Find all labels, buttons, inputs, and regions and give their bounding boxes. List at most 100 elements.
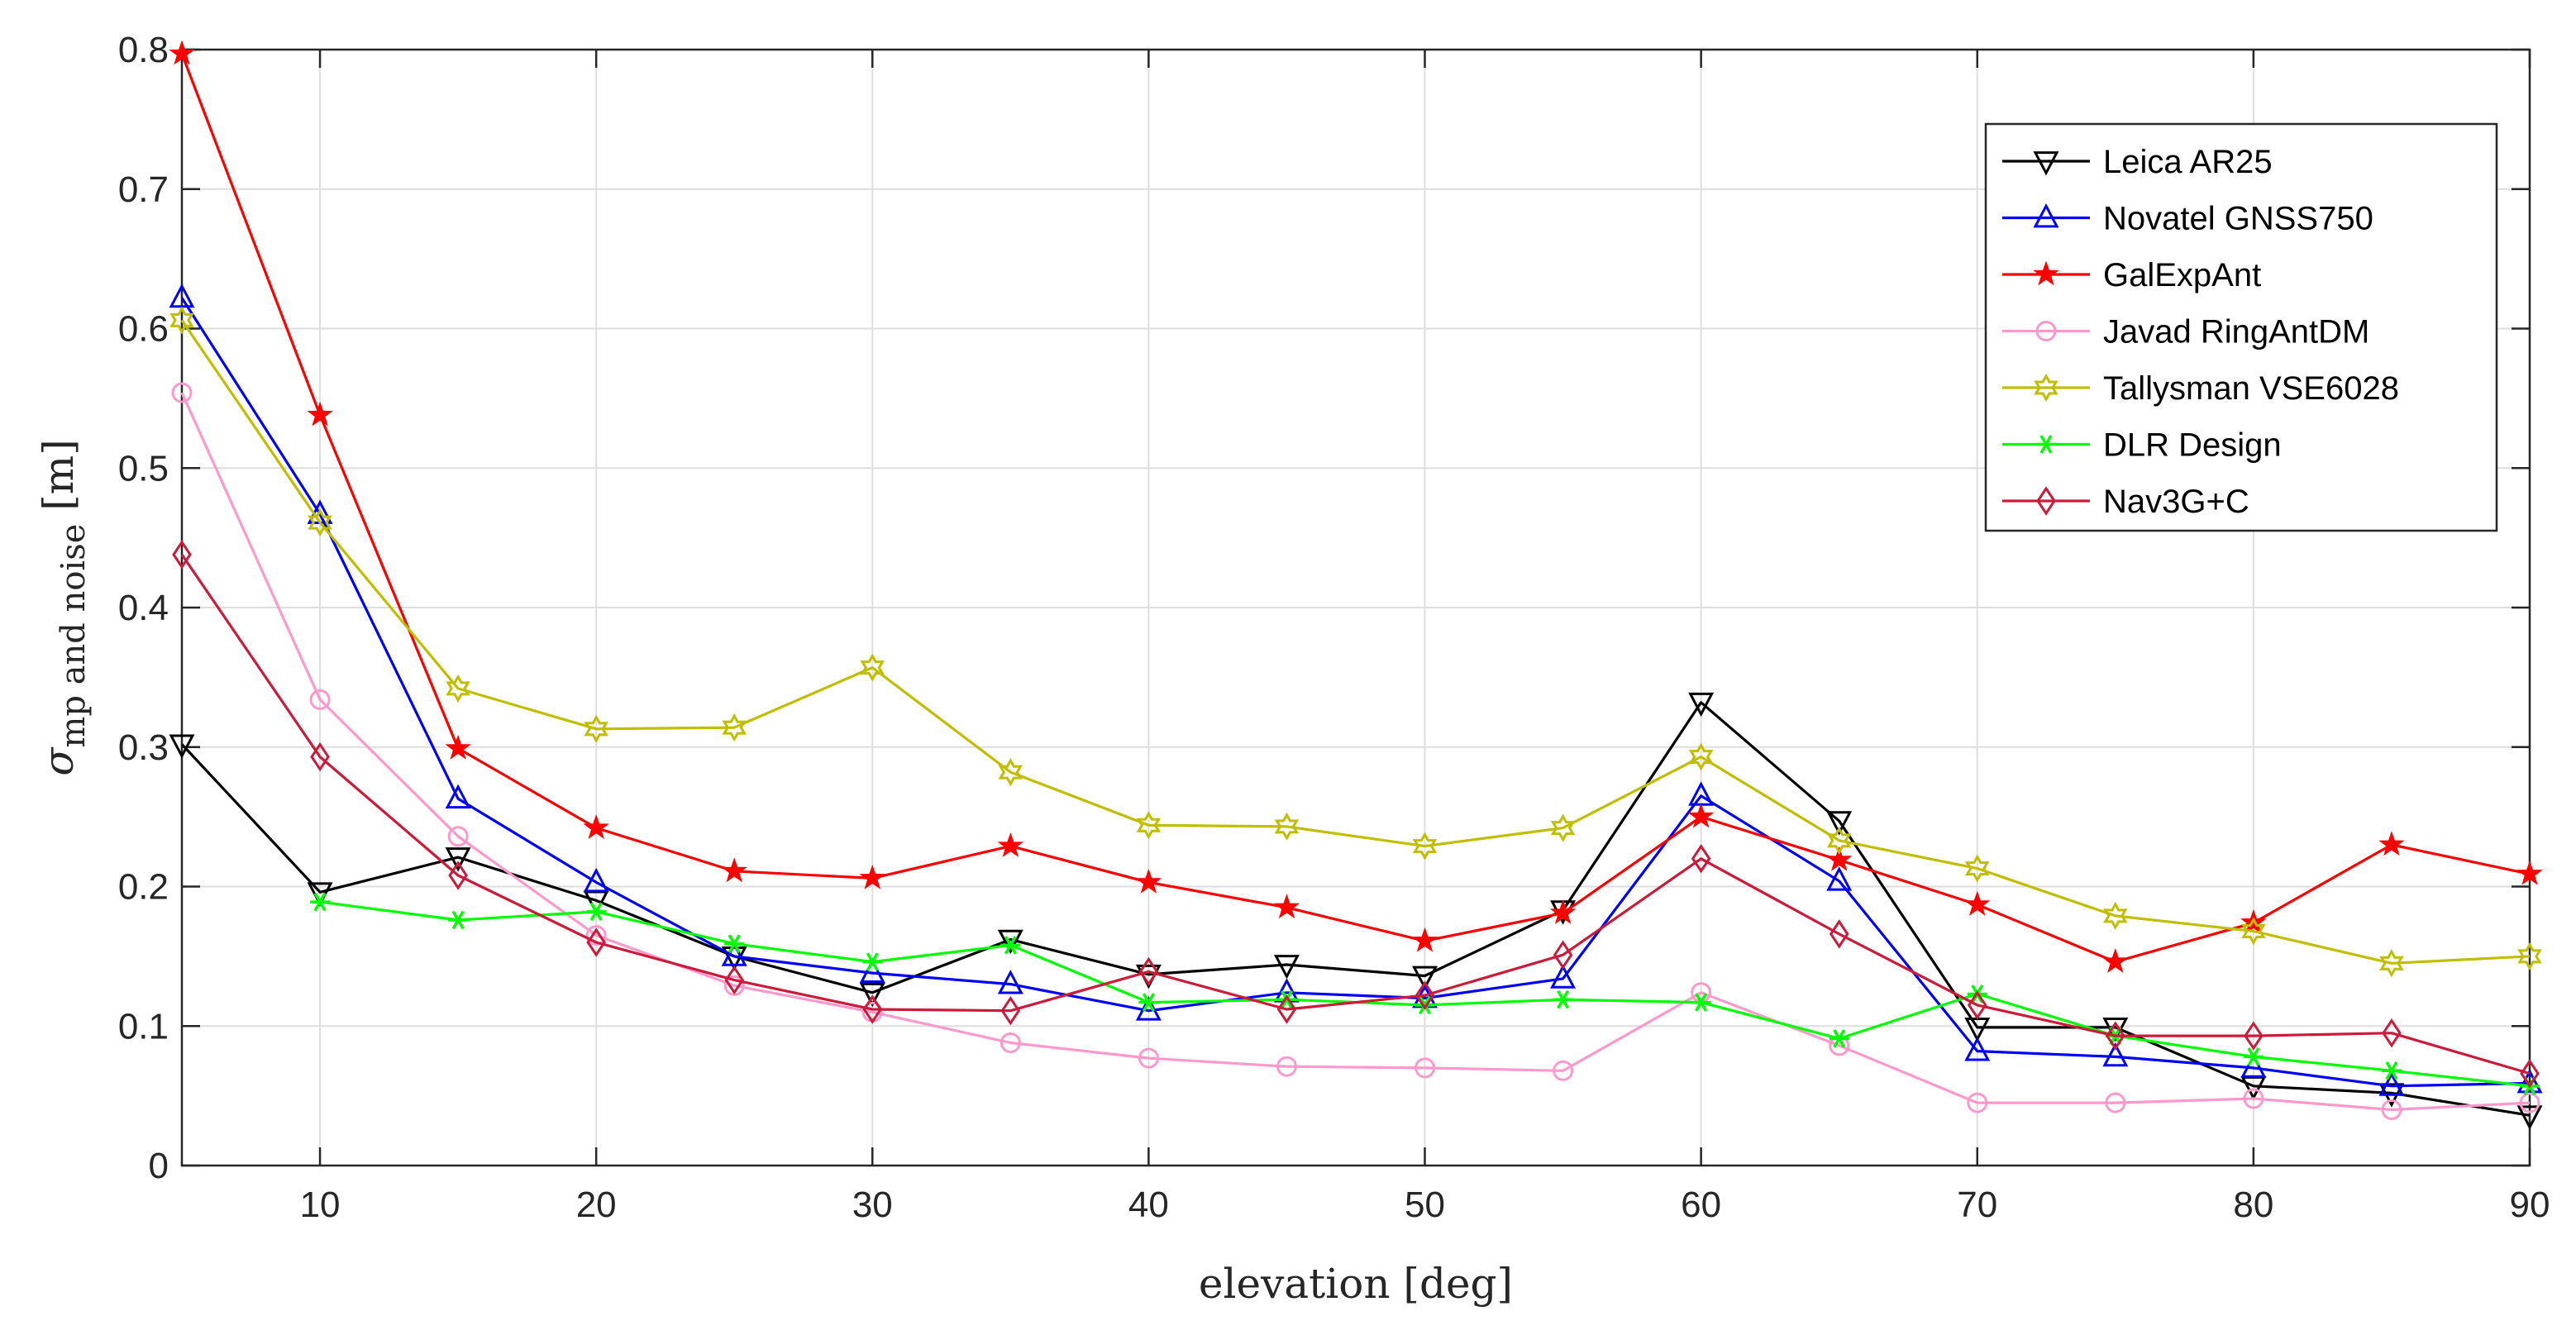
data-point xyxy=(1550,964,1577,989)
data-point xyxy=(2519,1092,2540,1113)
data-point xyxy=(859,982,885,1008)
y-axis-label: σmp and noise [m] xyxy=(35,439,93,775)
data-point xyxy=(1553,989,1573,1009)
legend-marker xyxy=(2033,203,2059,228)
data-point xyxy=(1136,811,1162,840)
data-point xyxy=(1688,692,1715,718)
x-tick-label: 50 xyxy=(1405,1185,1445,1225)
data-point xyxy=(1276,989,1297,1009)
data-point xyxy=(1691,993,1711,1012)
data-point xyxy=(1411,927,1438,952)
data-point xyxy=(2516,1068,2543,1094)
legend-entry: DLR Design xyxy=(2002,427,2282,464)
y-tick-label: 0.1 xyxy=(118,1006,169,1047)
series-2 xyxy=(169,40,2543,974)
data-point xyxy=(1826,811,1853,836)
data-point xyxy=(862,952,883,971)
data-point xyxy=(2516,1105,2543,1130)
data-point xyxy=(724,934,745,953)
data-point xyxy=(448,910,469,930)
data-point xyxy=(997,929,1023,955)
data-point xyxy=(586,902,607,922)
data-point xyxy=(859,864,886,889)
legend-marker xyxy=(2033,260,2059,286)
data-point xyxy=(2379,949,2404,978)
legend-marker xyxy=(2034,373,2058,403)
legend-marker xyxy=(2036,435,2056,454)
data-point xyxy=(310,892,331,912)
y-tick-label: 0 xyxy=(149,1146,169,1186)
data-point xyxy=(308,508,332,537)
legend-label: DLR Design xyxy=(2103,427,2282,464)
data-point xyxy=(1412,965,1438,991)
legend: Leica AR25 Novatel GNSS750 GalExpAnt Javad … xyxy=(1984,122,2498,532)
data-point xyxy=(2243,1088,2264,1109)
data-point xyxy=(585,925,607,946)
legend-label: Nav3G+C xyxy=(2103,484,2249,520)
data-point xyxy=(2381,1061,2402,1080)
data-point xyxy=(584,714,608,743)
data-point xyxy=(448,861,468,890)
data-point xyxy=(310,741,330,772)
y-tick-label: 0.6 xyxy=(118,309,169,350)
data-point xyxy=(1549,899,1577,924)
y-tick-label: 0.7 xyxy=(118,169,169,210)
data-point xyxy=(2378,831,2405,856)
data-point xyxy=(1553,940,1573,970)
data-point xyxy=(172,540,192,570)
data-point xyxy=(862,994,883,1024)
data-point xyxy=(1691,844,1711,874)
series-line xyxy=(180,701,2531,1117)
x-tick-label: 60 xyxy=(1681,1185,1721,1225)
data-point xyxy=(586,927,606,957)
legend-marker xyxy=(2036,486,2056,516)
data-point xyxy=(1274,812,1300,841)
data-point xyxy=(1276,1056,1297,1077)
data-point xyxy=(999,1032,1021,1053)
data-point xyxy=(2102,1042,2129,1067)
series-line xyxy=(180,53,2531,964)
data-point xyxy=(1826,866,1853,891)
y-tick-label: 0.5 xyxy=(118,448,169,489)
y-axis-label-symbol: σ xyxy=(35,746,83,776)
svg-text:σmp and noise [m]: σmp and noise [m] xyxy=(35,439,93,775)
y-tick-label: 0.2 xyxy=(118,867,169,908)
y-axis-label-unit: [m] xyxy=(35,439,83,523)
data-point xyxy=(1138,993,1159,1012)
legend-label: Javad RingAntDM xyxy=(2103,314,2369,350)
data-point xyxy=(2240,1053,2267,1078)
series-4 xyxy=(169,306,2542,978)
series-line xyxy=(180,392,2531,1112)
data-point xyxy=(721,857,747,883)
data-point xyxy=(1829,1029,1849,1048)
data-point xyxy=(2382,1018,2402,1048)
data-point xyxy=(1964,1037,1991,1061)
x-tick-label: 30 xyxy=(852,1185,893,1225)
data-point xyxy=(1414,980,1435,1010)
y-tick-label: 0.3 xyxy=(118,727,169,768)
data-point xyxy=(997,832,1024,857)
data-point xyxy=(1000,936,1021,955)
data-point xyxy=(2103,901,2128,930)
data-point xyxy=(998,758,1023,787)
data-point xyxy=(2517,942,2542,970)
data-point xyxy=(2244,1021,2264,1051)
legend-entry: Tallysman VSE6028 xyxy=(2002,370,2399,407)
data-point xyxy=(445,784,471,809)
y-axis-label-subscript: mp and noise xyxy=(55,524,93,748)
data-point xyxy=(2378,1071,2405,1096)
data-point xyxy=(1553,1060,1574,1081)
data-point xyxy=(1964,890,1991,916)
data-point xyxy=(1138,956,1159,987)
data-point xyxy=(309,689,331,710)
data-point xyxy=(1412,832,1438,861)
legend-marker xyxy=(2033,151,2059,176)
legend-entry: Novatel GNSS750 xyxy=(2002,201,2373,237)
y-tick-label: 0.4 xyxy=(118,588,169,628)
data-point xyxy=(583,814,609,840)
data-point xyxy=(1829,919,1849,949)
data-point xyxy=(1273,894,1300,919)
data-point xyxy=(724,965,745,995)
legend-marker xyxy=(2035,321,2057,341)
